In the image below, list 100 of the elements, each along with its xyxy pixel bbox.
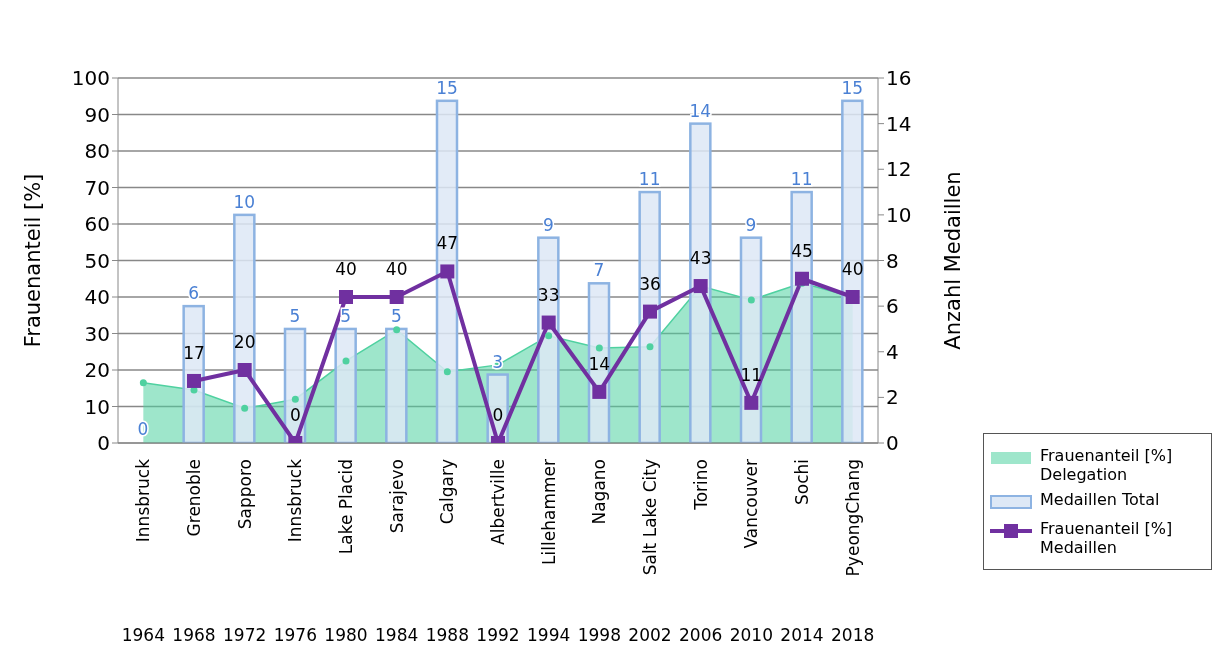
y2-tick-label: 4 xyxy=(886,339,899,364)
category-label: Sarajevo 1984 xyxy=(375,459,419,645)
data-label: 0 xyxy=(492,405,504,425)
category-label: Nagano 1998 xyxy=(577,459,621,645)
point xyxy=(291,395,299,403)
data-label: 10 xyxy=(233,191,256,212)
data-label: 5 xyxy=(340,305,352,326)
point xyxy=(545,332,553,340)
y2-tick-label: 6 xyxy=(886,294,899,319)
data-label: 40 xyxy=(385,259,408,279)
category-label: Calgary 1988 xyxy=(425,459,469,645)
data-label: 15 xyxy=(436,77,458,98)
data-label: 0 xyxy=(289,405,301,425)
bar xyxy=(638,190,661,443)
category-label: PyeongChang 2018 xyxy=(831,459,875,645)
data-label: 5 xyxy=(390,305,402,326)
data-label: 15 xyxy=(841,77,864,98)
point xyxy=(339,290,353,304)
y-tick-label: 0 xyxy=(97,431,110,456)
point xyxy=(389,290,404,304)
category-label: Lake Placid 1980 xyxy=(324,459,368,645)
point xyxy=(342,357,350,365)
point xyxy=(592,384,607,399)
category-label: Sochi 2014 xyxy=(780,459,824,645)
category-label: Sapporo 1972 xyxy=(223,459,267,645)
data-label: 7 xyxy=(593,260,605,281)
bar xyxy=(790,190,813,443)
data-label: 5 xyxy=(289,305,301,326)
y-tick-label: 90 xyxy=(84,102,110,127)
category-label: Vancouver 2010 xyxy=(729,459,773,645)
point xyxy=(237,363,252,377)
data-label: 11 xyxy=(790,169,813,190)
bar xyxy=(841,99,864,443)
data-label: 0 xyxy=(137,419,149,439)
data-label: 43 xyxy=(689,248,712,269)
point xyxy=(693,279,708,294)
y2-tick-label: 14 xyxy=(886,111,912,136)
category-label: Salt Lake City 2002 xyxy=(628,459,672,645)
point xyxy=(744,395,759,410)
bar xyxy=(334,327,357,443)
bar xyxy=(435,99,459,443)
y2-tick-label: 12 xyxy=(886,157,912,182)
point xyxy=(595,344,603,352)
bar xyxy=(182,304,205,443)
bar xyxy=(233,213,256,443)
bar xyxy=(537,236,560,443)
category-label: Torino 2006 xyxy=(679,459,723,645)
y2-tick-label: 2 xyxy=(886,385,899,410)
data-label: 33 xyxy=(537,284,560,305)
data-label: 14 xyxy=(588,353,611,374)
point xyxy=(187,373,201,388)
data-label: 45 xyxy=(791,240,813,261)
bar xyxy=(385,327,408,443)
data-label: 3 xyxy=(492,351,504,372)
y2-tick-label: 16 xyxy=(886,66,912,91)
data-label: 36 xyxy=(639,273,661,294)
point xyxy=(139,379,147,387)
point xyxy=(795,271,809,286)
data-label: 9 xyxy=(745,214,757,235)
category-label: Innsbruck 1976 xyxy=(273,459,317,645)
y2-tick-label: 10 xyxy=(886,202,912,227)
data-label: 40 xyxy=(841,259,864,279)
bar xyxy=(689,122,712,443)
point xyxy=(646,343,654,351)
y-tick-label: 30 xyxy=(84,321,110,346)
category-label: Albertville 1992 xyxy=(476,459,520,645)
y-tick-label: 100 xyxy=(71,66,110,91)
category-label: Grenoble 1968 xyxy=(172,459,216,645)
point xyxy=(393,326,401,334)
y2-axis-title: Anzahl Medaillen xyxy=(941,171,966,350)
data-label: 11 xyxy=(740,364,763,385)
point xyxy=(440,264,455,279)
y-tick-label: 80 xyxy=(84,139,110,164)
y-tick-label: 10 xyxy=(84,394,110,419)
data-label: 9 xyxy=(542,214,554,235)
data-label: 11 xyxy=(638,169,661,190)
data-label: 17 xyxy=(183,342,205,363)
data-label: 47 xyxy=(436,233,459,254)
data-label: 20 xyxy=(233,332,256,352)
y-tick-label: 70 xyxy=(84,175,110,200)
y2-tick-label: 0 xyxy=(886,431,899,456)
data-label: 40 xyxy=(335,259,357,279)
category-label: Innsbruck 1964 xyxy=(121,459,165,645)
data-label: 6 xyxy=(188,283,200,304)
y-axis-title: Frauenanteil [%] xyxy=(21,173,46,348)
y2-tick-label: 8 xyxy=(886,248,899,273)
y-tick-label: 20 xyxy=(84,358,110,383)
category-label: Lillehammer 1994 xyxy=(527,459,571,645)
y-tick-label: 50 xyxy=(84,248,110,273)
point xyxy=(747,296,755,304)
point xyxy=(643,304,657,319)
point xyxy=(443,368,451,376)
y-tick-label: 60 xyxy=(84,212,110,237)
legend-label: Frauenanteil [%] Medaillen xyxy=(1040,519,1174,557)
y-tick-label: 40 xyxy=(84,285,110,310)
point xyxy=(845,290,860,304)
point xyxy=(541,315,556,330)
bar xyxy=(739,236,763,443)
point xyxy=(241,404,249,412)
legend-label: Frauenanteil [%] Delegation xyxy=(1040,446,1174,484)
